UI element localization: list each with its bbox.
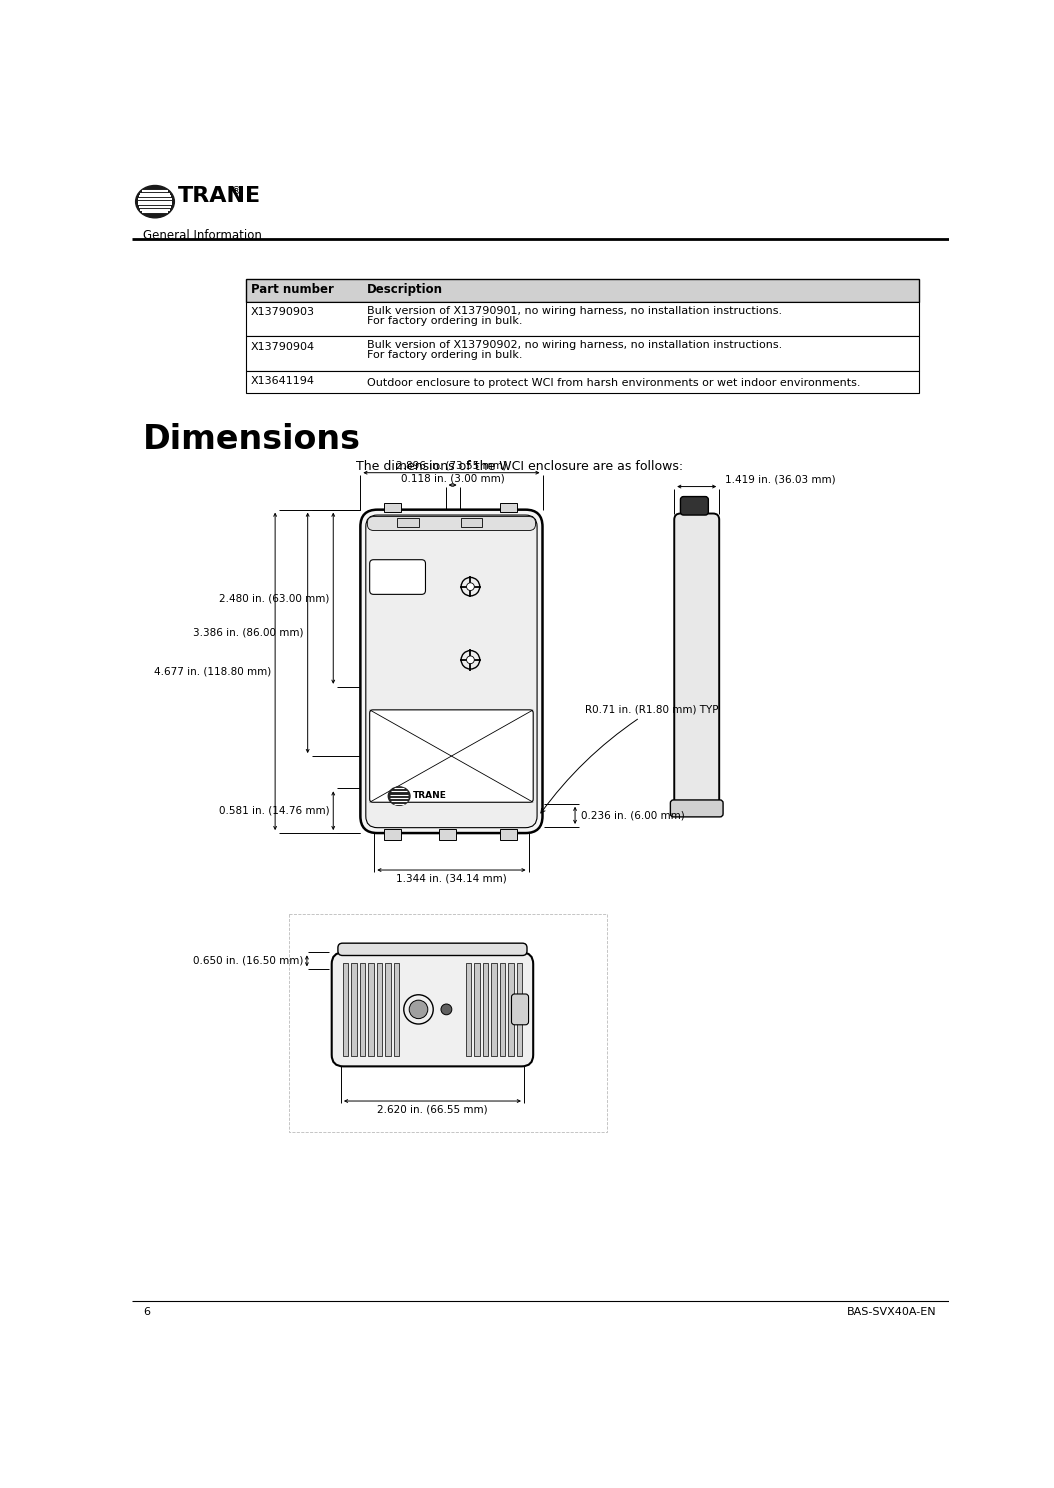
- Text: For factory ordering in bulk.: For factory ordering in bulk.: [368, 350, 523, 360]
- Text: 2.620 in. (66.55 mm): 2.620 in. (66.55 mm): [377, 1106, 488, 1115]
- Text: 1.419 in. (36.03 mm): 1.419 in. (36.03 mm): [725, 475, 836, 484]
- Bar: [440, 829, 456, 841]
- FancyBboxPatch shape: [370, 559, 426, 594]
- Text: Part number: Part number: [251, 283, 334, 296]
- Text: 2.896 in. (73.55 mm): 2.896 in. (73.55 mm): [395, 460, 506, 470]
- Text: 3.386 in. (86.00 mm): 3.386 in. (86.00 mm): [193, 628, 304, 638]
- Text: X13790904: X13790904: [251, 342, 315, 351]
- Text: 0.118 in. (3.00 mm): 0.118 in. (3.00 mm): [401, 473, 505, 484]
- FancyBboxPatch shape: [670, 801, 723, 817]
- Text: 1.344 in. (34.14 mm): 1.344 in. (34.14 mm): [395, 873, 506, 884]
- Text: The dimensions of the WCI enclosure are as follows:: The dimensions of the WCI enclosure are …: [356, 460, 684, 473]
- Bar: [384, 829, 401, 841]
- Circle shape: [441, 1004, 452, 1015]
- Bar: [368, 963, 373, 1055]
- Text: 4.677 in. (118.80 mm): 4.677 in. (118.80 mm): [154, 667, 271, 677]
- Bar: [500, 963, 505, 1055]
- Text: 2.480 in. (63.00 mm): 2.480 in. (63.00 mm): [219, 594, 329, 603]
- Bar: [247, 371, 919, 393]
- Bar: [474, 963, 480, 1055]
- Text: For factory ordering in bulk.: For factory ordering in bulk.: [368, 315, 523, 326]
- FancyBboxPatch shape: [368, 516, 535, 530]
- Ellipse shape: [409, 1000, 428, 1019]
- Bar: [247, 278, 919, 302]
- Bar: [351, 963, 356, 1055]
- Text: BAS-SVX40A-EN: BAS-SVX40A-EN: [847, 1308, 937, 1317]
- Circle shape: [467, 656, 474, 664]
- Bar: [396, 518, 418, 527]
- FancyBboxPatch shape: [675, 513, 719, 806]
- FancyBboxPatch shape: [511, 994, 528, 1025]
- Text: TRANE: TRANE: [178, 186, 261, 207]
- FancyBboxPatch shape: [370, 710, 533, 802]
- Text: 6: 6: [143, 1308, 151, 1317]
- FancyBboxPatch shape: [681, 497, 708, 515]
- Text: Bulk version of X13790901, no wiring harness, no installation instructions.: Bulk version of X13790901, no wiring har…: [368, 305, 782, 315]
- Bar: [384, 503, 401, 512]
- Circle shape: [467, 583, 474, 591]
- Text: ®: ®: [231, 186, 242, 196]
- Bar: [376, 963, 382, 1055]
- Text: Outdoor enclosure to protect WCI from harsh environments or wet indoor environme: Outdoor enclosure to protect WCI from ha…: [368, 378, 861, 388]
- Text: Description: Description: [368, 283, 444, 296]
- Text: 0.581 in. (14.76 mm): 0.581 in. (14.76 mm): [219, 805, 329, 815]
- Ellipse shape: [136, 186, 174, 217]
- Ellipse shape: [388, 787, 410, 805]
- Bar: [500, 829, 516, 841]
- Text: R0.71 in. (R1.80 mm) TYP: R0.71 in. (R1.80 mm) TYP: [541, 705, 719, 812]
- Bar: [500, 503, 516, 512]
- Text: TRANE: TRANE: [413, 790, 447, 799]
- Text: General Information: General Information: [143, 229, 262, 241]
- Bar: [491, 963, 496, 1055]
- Bar: [508, 963, 514, 1055]
- Bar: [466, 963, 471, 1055]
- Text: X13790903: X13790903: [251, 307, 315, 317]
- Bar: [516, 963, 523, 1055]
- Text: 0.236 in. (6.00 mm): 0.236 in. (6.00 mm): [581, 811, 685, 820]
- Text: 0.650 in. (16.50 mm): 0.650 in. (16.50 mm): [193, 955, 304, 966]
- Bar: [247, 302, 919, 336]
- Bar: [289, 914, 607, 1132]
- Bar: [394, 963, 399, 1055]
- Bar: [343, 963, 348, 1055]
- FancyBboxPatch shape: [360, 510, 543, 833]
- Bar: [461, 518, 483, 527]
- FancyBboxPatch shape: [338, 943, 527, 955]
- Text: X13641194: X13641194: [251, 376, 315, 387]
- Bar: [359, 963, 365, 1055]
- Bar: [483, 963, 488, 1055]
- FancyBboxPatch shape: [332, 952, 533, 1067]
- Text: Dimensions: Dimensions: [143, 424, 362, 457]
- Bar: [385, 963, 391, 1055]
- Bar: [247, 336, 919, 371]
- FancyBboxPatch shape: [366, 515, 538, 827]
- Text: Bulk version of X13790902, no wiring harness, no installation instructions.: Bulk version of X13790902, no wiring har…: [368, 341, 783, 350]
